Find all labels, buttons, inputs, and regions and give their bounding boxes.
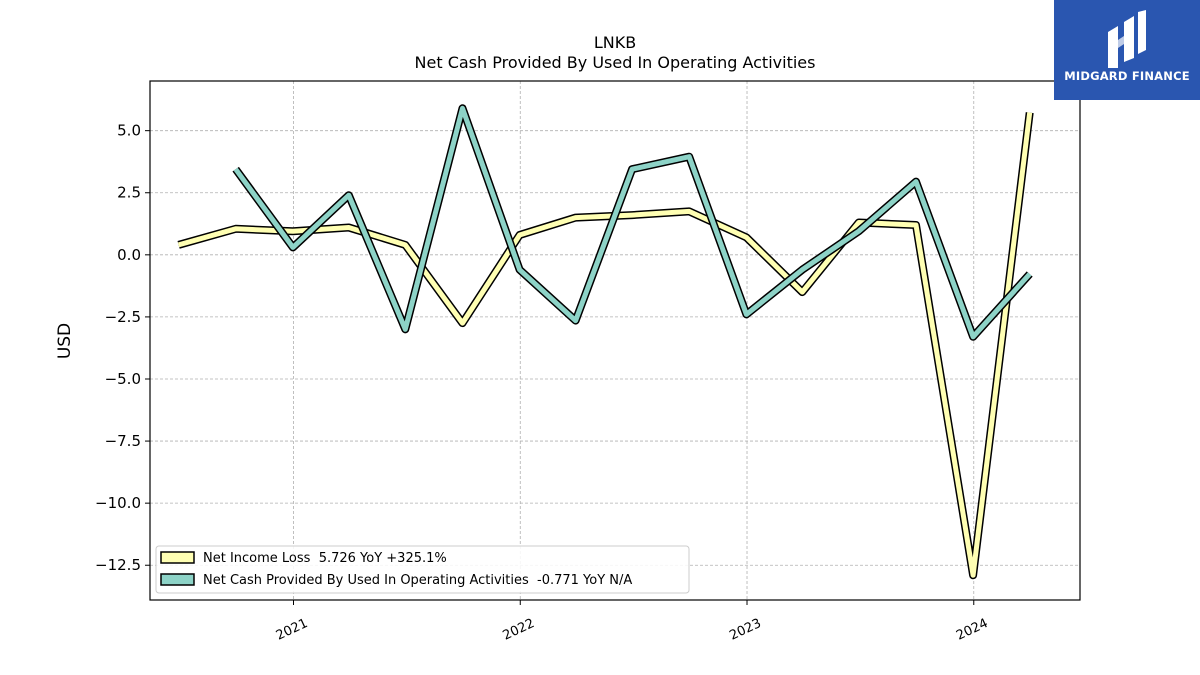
x-tick-label: 2022 (501, 616, 537, 644)
legend: Net Income Loss 5.726 YoY +325.1% Net Ca… (155, 545, 690, 594)
series-line-net-cash-provided-by-used-in-operating-activities (233, 105, 1032, 340)
y-tick-label: 2.5 (117, 184, 141, 202)
chart-subtitle: Net Cash Provided By Used In Operating A… (415, 53, 816, 72)
y-tick-label: −2.5 (105, 308, 141, 326)
y-tick-label: −5.0 (105, 370, 141, 388)
legend-entry: Net Cash Provided By Used In Operating A… (160, 573, 632, 588)
y-tick-label: 5.0 (117, 122, 141, 140)
legend-label: Net Cash Provided By Used In Operating A… (203, 573, 632, 588)
brand-name: MIDGARD FINANCE (1064, 69, 1190, 83)
series-lines (177, 104, 1034, 580)
x-tick-label: 2024 (954, 616, 990, 644)
chart-title: LNKB (594, 33, 636, 52)
legend-swatch-net-cash-provided (160, 573, 195, 586)
plot-frame (149, 80, 1081, 601)
series-outline-net-income-loss (177, 112, 1034, 580)
y-tick-label: −12.5 (95, 556, 141, 574)
x-axis-ticks: 2021 2022 2023 2024 (274, 600, 990, 644)
x-tick-label: 2021 (274, 616, 310, 644)
series-line-net-income-loss (177, 112, 1033, 578)
legend-box (155, 545, 690, 594)
y-tick-label: −7.5 (105, 432, 141, 450)
legend-entry: Net Income Loss 5.726 YoY +325.1% (160, 551, 447, 566)
y-tick-label: 0.0 (117, 246, 141, 264)
y-tick-label: −10.0 (95, 494, 141, 512)
brand-logo: MIDGARD FINANCE (1054, 0, 1200, 100)
y-axis-ticks: 5.0 2.5 0.0 −2.5 −5.0 −7.5 −10.0 −12.5 (95, 122, 150, 574)
x-tick-label: 2023 (727, 616, 763, 644)
grid-lines (150, 81, 1080, 600)
y-axis-label: USD (55, 323, 75, 359)
legend-swatch-net-income-loss (160, 551, 195, 564)
legend-label: Net Income Loss 5.726 YoY +325.1% (203, 551, 447, 566)
logo-mark-icon (1108, 10, 1146, 68)
